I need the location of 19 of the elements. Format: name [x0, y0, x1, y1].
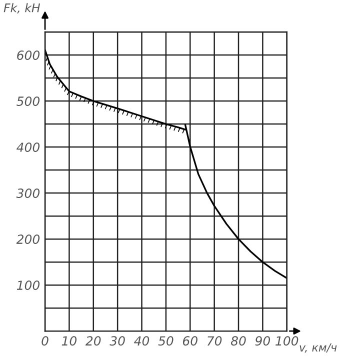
x-tick-label: 10	[62, 336, 77, 346]
y-tick-label: 500	[16, 96, 40, 106]
y-tick-label: 200	[16, 234, 40, 244]
y-axis-title: Fk, kH	[4, 3, 40, 14]
y-tick-label: 600	[17, 50, 40, 60]
x-tick-label: 20	[85, 336, 101, 346]
y-tick-label: 100	[16, 280, 40, 290]
y-tick-label: 400	[16, 142, 40, 152]
x-tick-label: 70	[208, 336, 222, 346]
x-tick-label: 60	[182, 336, 198, 346]
x-tick-label: 80	[230, 336, 246, 346]
x-tick-label: 90	[255, 336, 270, 346]
x-tick-label: 100	[276, 336, 298, 346]
x-tick-label: 30	[110, 336, 125, 346]
y-tick-label: 300	[16, 188, 40, 198]
x-tick-label: 0	[42, 336, 48, 346]
x-axis-title: v, км/ч	[300, 343, 337, 353]
x-tick-label: 40	[134, 336, 150, 346]
x-tick-label: 50	[158, 336, 174, 346]
